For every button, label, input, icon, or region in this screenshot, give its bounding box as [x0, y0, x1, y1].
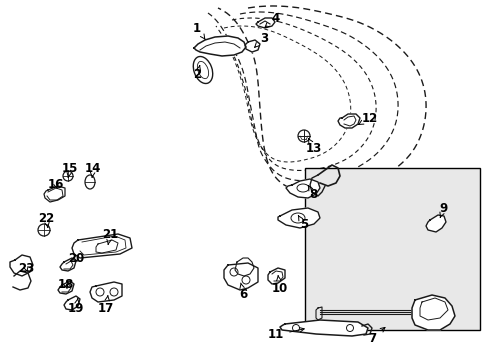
Polygon shape [10, 255, 33, 276]
Text: 22: 22 [38, 211, 54, 228]
Text: 5: 5 [298, 216, 307, 231]
Text: 7: 7 [367, 328, 384, 345]
Circle shape [38, 224, 50, 236]
Polygon shape [44, 186, 65, 202]
Circle shape [63, 171, 73, 181]
Polygon shape [411, 295, 454, 330]
Text: 2: 2 [193, 66, 201, 81]
Polygon shape [90, 282, 122, 302]
Polygon shape [13, 271, 31, 290]
Text: 12: 12 [358, 112, 377, 125]
Text: 6: 6 [239, 283, 247, 302]
Bar [305, 168, 479, 330]
Text: 17: 17 [98, 296, 114, 315]
Circle shape [297, 130, 309, 142]
Ellipse shape [296, 184, 308, 192]
Text: 20: 20 [68, 252, 84, 265]
Text: 14: 14 [85, 162, 101, 177]
Text: 19: 19 [68, 298, 84, 315]
Polygon shape [194, 36, 245, 56]
Polygon shape [72, 234, 132, 258]
Polygon shape [224, 263, 258, 290]
Polygon shape [278, 208, 319, 228]
Text: 13: 13 [305, 139, 321, 154]
Ellipse shape [85, 175, 95, 189]
Text: 21: 21 [102, 229, 118, 244]
Text: 1: 1 [193, 22, 205, 40]
Polygon shape [425, 215, 445, 232]
Text: 10: 10 [271, 276, 287, 294]
Ellipse shape [193, 57, 212, 84]
Text: 11: 11 [267, 328, 304, 342]
Polygon shape [267, 268, 285, 284]
Text: 18: 18 [58, 279, 74, 292]
Text: 3: 3 [254, 31, 267, 47]
Text: 9: 9 [439, 202, 447, 217]
Text: 23: 23 [18, 261, 34, 274]
Polygon shape [256, 18, 274, 28]
Polygon shape [244, 40, 260, 52]
Polygon shape [285, 179, 319, 198]
Polygon shape [280, 320, 367, 336]
Text: 4: 4 [264, 12, 280, 27]
Text: 16: 16 [48, 179, 64, 192]
Text: 15: 15 [62, 162, 78, 177]
Polygon shape [337, 114, 359, 128]
Text: 8: 8 [308, 186, 317, 202]
Ellipse shape [290, 213, 305, 223]
